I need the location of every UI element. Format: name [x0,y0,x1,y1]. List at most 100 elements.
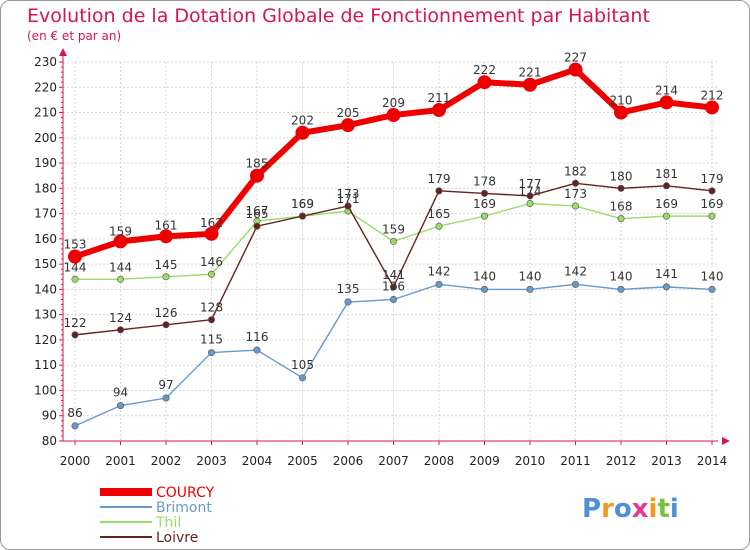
data-label: 86 [67,406,82,420]
data-point [617,215,625,223]
y-tick-label: 140 [34,282,57,296]
data-label: 153 [64,238,87,252]
data-point [708,212,716,220]
axes: 8090100110120130140150160170180190200210… [34,48,730,468]
data-point [662,212,670,220]
series-layer [68,62,719,430]
y-tick-label: 210 [34,106,57,120]
data-label: 173 [337,187,360,201]
data-labels: 86 94 97 115 116 105 135 136 142 140 140 142 140 141 1… [64,51,724,420]
data-point [662,283,670,291]
logo-letter: t [657,494,669,524]
data-label: 162 [200,216,223,230]
y-tick-label: 80 [42,434,57,448]
x-tick-label: 2013 [651,454,682,468]
data-label: 146 [200,255,223,269]
data-point [526,285,534,293]
data-point [298,212,306,220]
data-point [117,275,125,283]
data-label: 169 [291,197,314,211]
legend-label-thil: Thil [155,515,181,531]
data-label: 185 [246,157,269,171]
legend-label-loivre: Loivre [156,530,198,546]
data-label: 205 [337,106,360,120]
y-tick-label: 100 [34,383,57,397]
data-point [298,374,306,382]
data-label: 165 [428,207,451,221]
data-point [204,226,219,241]
chart-title: Evolution de la Dotation Globale de Fonc… [27,5,650,27]
data-point [435,187,443,195]
data-point [526,199,534,207]
data-label: 159 [109,224,132,238]
data-point [71,331,79,339]
data-label: 122 [64,316,87,330]
data-label: 169 [291,197,314,211]
data-point [480,212,488,220]
x-tick-label: 2008 [424,454,455,468]
data-point [253,346,261,354]
data-label: 124 [109,311,132,325]
legend-label-courcy: COURCY [156,485,215,501]
data-label: 222 [473,63,496,77]
data-label: 144 [109,260,132,274]
data-point [117,402,125,410]
data-label: 94 [113,386,128,400]
data-label: 177 [519,177,542,191]
data-point [71,275,79,283]
data-label: 173 [564,187,587,201]
x-tick-label: 2003 [196,454,227,468]
y-tick-label: 150 [34,257,57,271]
y-tick-label: 160 [34,232,57,246]
data-point [71,422,79,430]
data-label: 140 [519,269,542,283]
data-label: 97 [158,378,173,392]
data-label: 211 [428,91,451,105]
data-point [341,118,355,133]
y-tick-label: 120 [34,333,57,347]
data-point [432,103,446,118]
data-point [523,77,537,92]
data-label: 142 [428,264,451,278]
data-point [208,349,216,357]
data-label: 135 [337,282,360,296]
x-tick-label: 2000 [60,454,91,468]
data-label: 105 [291,358,314,372]
data-point [159,229,173,244]
proxiti-logo: Proxiti [582,494,679,524]
x-tick-label: 2009 [469,454,500,468]
data-point [571,280,579,288]
data-label: 180 [610,169,633,183]
data-point [389,283,397,291]
data-point [480,189,488,197]
y-axis-arrow [59,48,67,56]
data-point [708,285,716,293]
x-tick-label: 2014 [697,454,728,468]
x-tick-label: 2010 [515,454,546,468]
data-label: 182 [564,164,587,178]
y-tick-label: 180 [34,181,57,195]
data-label: 167 [246,204,269,218]
data-label: 140 [473,269,496,283]
data-point [344,298,352,306]
data-point [571,179,579,187]
data-point [208,316,216,324]
data-label: 145 [155,258,178,272]
data-label: 161 [155,218,178,232]
data-label: 227 [564,51,587,65]
data-label: 141 [655,267,678,281]
data-label: 169 [701,197,724,211]
data-point [526,192,534,200]
data-label: 178 [473,174,496,188]
y-tick-label: 230 [34,55,57,69]
data-label: 221 [519,66,542,80]
data-point [480,285,488,293]
x-tick-label: 2011 [560,454,591,468]
data-label: 126 [155,306,178,320]
chart-subtitle: (en € et par an) [27,29,121,43]
y-tick-label: 220 [34,80,57,94]
data-label: 159 [382,222,405,236]
data-point [571,202,579,210]
